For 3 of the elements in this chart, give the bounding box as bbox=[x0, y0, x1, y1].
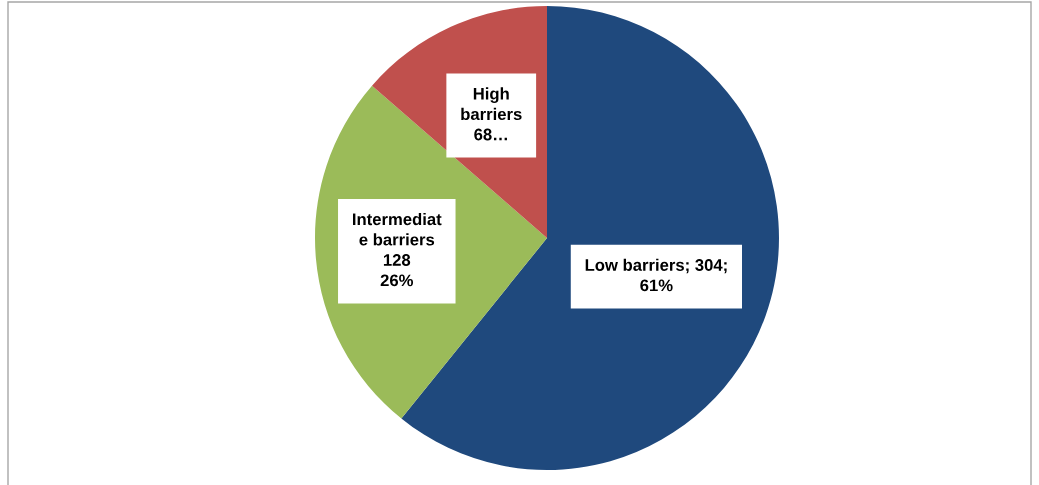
data-label: Low barriers; 304; 61% bbox=[585, 258, 727, 292]
data-label: Intermediat e barriers 128 26% bbox=[352, 212, 442, 287]
data-label: High barriers 68… bbox=[461, 87, 522, 141]
